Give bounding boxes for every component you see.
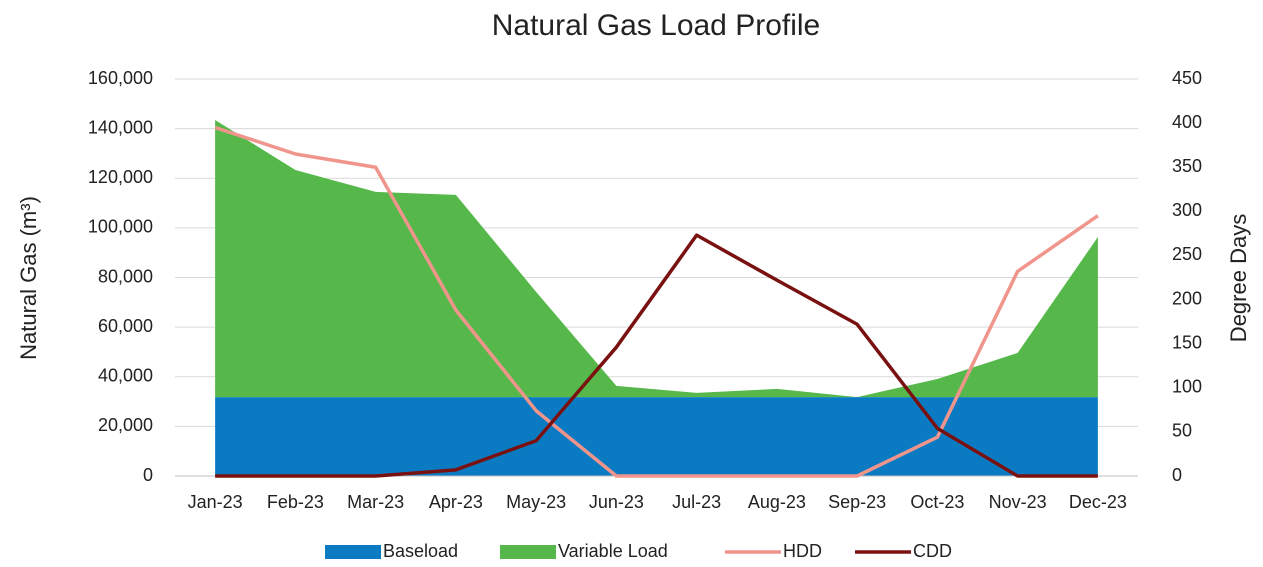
x-tick-label: Jun-23 (589, 492, 644, 512)
y2-axis-label: Degree Days (1226, 214, 1251, 342)
area (215, 119, 1098, 398)
line (215, 233, 1098, 478)
y-tick-label: 20,000 (98, 415, 153, 435)
y2-tick-label: 200 (1172, 288, 1202, 308)
x-tick-label: Feb-23 (267, 492, 324, 512)
y2-tick-label: 400 (1172, 112, 1202, 132)
y-tick-label: 0 (143, 465, 153, 485)
y-tick-label: 140,000 (88, 117, 153, 137)
x-tick-label: Jan-23 (188, 492, 243, 512)
y2-tick-label: 50 (1172, 421, 1192, 441)
x-tick-label: Sep-23 (828, 492, 886, 512)
x-tick-label: Nov-23 (989, 492, 1047, 512)
x-tick-label: Mar-23 (347, 492, 404, 512)
chart-title: Natural Gas Load Profile (492, 9, 821, 42)
y-tick-label: 40,000 (98, 366, 153, 386)
x-tick-label: Jul-23 (672, 492, 721, 512)
legend-label: HDD (783, 541, 822, 561)
x-tick-label: Oct-23 (910, 492, 964, 512)
x-tick-label: May-23 (506, 492, 566, 512)
x-tick-label: Dec-23 (1069, 492, 1127, 512)
y2-tick-label: 350 (1172, 156, 1202, 176)
y2-tick-label: 250 (1172, 244, 1202, 264)
y2-tick-label: 300 (1172, 200, 1202, 220)
x-tick-label: Apr-23 (429, 492, 483, 512)
y2-tick-label: 0 (1172, 465, 1182, 485)
legend-label: CDD (913, 541, 952, 561)
y2-tick-label: 100 (1172, 377, 1202, 397)
y-axis-label: Natural Gas (m³) (16, 196, 41, 360)
y-tick-label: 160,000 (88, 68, 153, 88)
y-tick-label: 80,000 (98, 266, 153, 286)
legend-swatch (325, 545, 381, 559)
y2-tick-label: 150 (1172, 332, 1202, 352)
legend-swatch (500, 545, 556, 559)
legend-label: Baseload (383, 541, 458, 561)
x-tick-label: Aug-23 (748, 492, 806, 512)
y2-tick-label: 450 (1172, 68, 1202, 88)
line (214, 125, 1099, 478)
y-tick-label: 100,000 (88, 217, 153, 237)
y-tick-label: 120,000 (88, 167, 153, 187)
area (215, 397, 1098, 476)
legend-label: Variable Load (558, 541, 668, 561)
y-tick-label: 60,000 (98, 316, 153, 336)
